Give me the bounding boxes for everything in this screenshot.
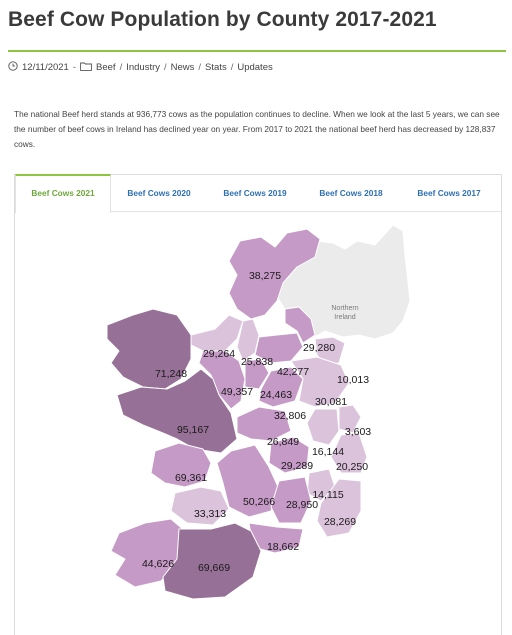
county-monaghan[interactable] (284, 306, 316, 344)
tab-beef-cows-2021[interactable]: Beef Cows 2021 (15, 174, 111, 213)
county-galway[interactable] (116, 368, 238, 454)
county-donegal[interactable] (228, 228, 321, 320)
county-value-sligo: 29,264 (203, 348, 235, 360)
northern-ireland-label-line1: Northern (331, 305, 358, 312)
tab-panel: Beef Cows 2021 Beef Cows 2020 Beef Cows … (14, 174, 502, 635)
county-value-meath: 30,081 (315, 396, 347, 408)
tab-beef-cows-2017[interactable]: Beef Cows 2017 (417, 188, 481, 198)
county-value-kildare: 16,144 (312, 446, 344, 458)
county-value-waterford: 28,950 (286, 499, 318, 511)
county-value-donegal: 38,275 (249, 270, 281, 282)
tab-beef-cows-2018[interactable]: Beef Cows 2018 (319, 188, 383, 198)
county-laois[interactable] (268, 436, 310, 474)
county-sligo[interactable] (190, 314, 244, 352)
county-roscommon[interactable] (198, 350, 246, 410)
county-value-galway: 95,167 (177, 424, 209, 436)
county-limerick[interactable] (170, 486, 230, 526)
county-louth[interactable] (314, 336, 346, 366)
county-value-cavan: 25,838 (241, 356, 273, 368)
county-value-monaghan: 29,280 (303, 342, 335, 354)
category-separator: / (230, 62, 234, 73)
county-kildare[interactable] (306, 408, 340, 446)
county-value-roscommon: 49,357 (221, 386, 253, 398)
county-mayo[interactable] (106, 308, 192, 390)
intro-paragraph: The national Beef herd stands at 936,773… (14, 109, 500, 149)
county-cavan[interactable] (254, 332, 304, 364)
county-kerry[interactable] (110, 518, 186, 588)
tab-bar: Beef Cows 2021 Beef Cows 2020 Beef Cows … (15, 174, 501, 213)
county-value-kerry: 44,626 (142, 558, 174, 570)
county-westmeath[interactable] (258, 366, 304, 408)
county-value-louth: 10,013 (337, 374, 369, 386)
county-value-mayo: 71,248 (155, 368, 187, 380)
county-value-longford: 42,277 (277, 366, 309, 378)
county-wexford[interactable] (316, 478, 362, 538)
county-value-kilkenny: 29,289 (281, 460, 313, 472)
category-separator: / (198, 62, 202, 73)
county-value-cork: 69,669 (198, 562, 230, 574)
county-value-westmeath: 24,463 (260, 389, 292, 401)
county-clare[interactable] (150, 442, 212, 488)
category-link-stats[interactable]: Stats (205, 62, 227, 73)
county-value-wicklow: 20,250 (336, 461, 368, 473)
county-longford[interactable] (244, 358, 270, 390)
county-value-waterford-south: 18,662 (267, 541, 299, 553)
page-title: Beef Cow Population by County 2017-2021 (8, 8, 437, 31)
county-tipperary[interactable] (216, 444, 280, 518)
folder-icon (80, 62, 92, 74)
county-value-wexford: 28,269 (324, 516, 356, 528)
clock-icon (8, 61, 18, 74)
county-cork[interactable] (162, 522, 262, 600)
county-value-carlow: 14,115 (312, 489, 343, 501)
tab-beef-cows-2020[interactable]: Beef Cows 2020 (127, 188, 191, 198)
county-value-offaly: 32,806 (274, 410, 306, 422)
county-value-dublin: 3,603 (345, 426, 371, 438)
post-date: 12/11/2021 (22, 62, 69, 73)
county-map: Northern Ireland 38,275 29,264 25,838 29… (106, 224, 411, 600)
category-link-industry[interactable]: Industry (126, 62, 160, 73)
title-divider (8, 50, 506, 52)
category-separator: / (164, 62, 167, 73)
tab-beef-cows-2019[interactable]: Beef Cows 2019 (223, 188, 287, 198)
county-dublin[interactable] (338, 404, 362, 434)
date-separator: - (72, 62, 77, 73)
category-link-beef[interactable]: Beef (96, 62, 116, 73)
northern-ireland-label: Northern Ireland (331, 305, 358, 321)
category-link-updates[interactable]: Updates (237, 62, 273, 73)
post-meta: 12/11/2021 - Beef / Industry / News / St… (8, 61, 273, 74)
county-kilkenny[interactable] (270, 476, 312, 524)
county-value-limerick: 33,313 (194, 508, 226, 520)
county-value-clare: 69,361 (175, 472, 207, 484)
county-offaly[interactable] (236, 406, 292, 442)
county-meath[interactable] (290, 356, 350, 408)
county-value-laois: 26,849 (267, 436, 299, 448)
category-link-news[interactable]: News (170, 62, 195, 73)
county-value-labels: 38,275 29,264 25,838 29,280 71,248 42,27… (142, 270, 371, 574)
county-value-tipperary: 50,266 (243, 496, 275, 508)
northern-ireland-label-line2: Ireland (334, 314, 356, 321)
county-wicklow[interactable] (330, 432, 368, 474)
category-separator: / (119, 62, 123, 73)
